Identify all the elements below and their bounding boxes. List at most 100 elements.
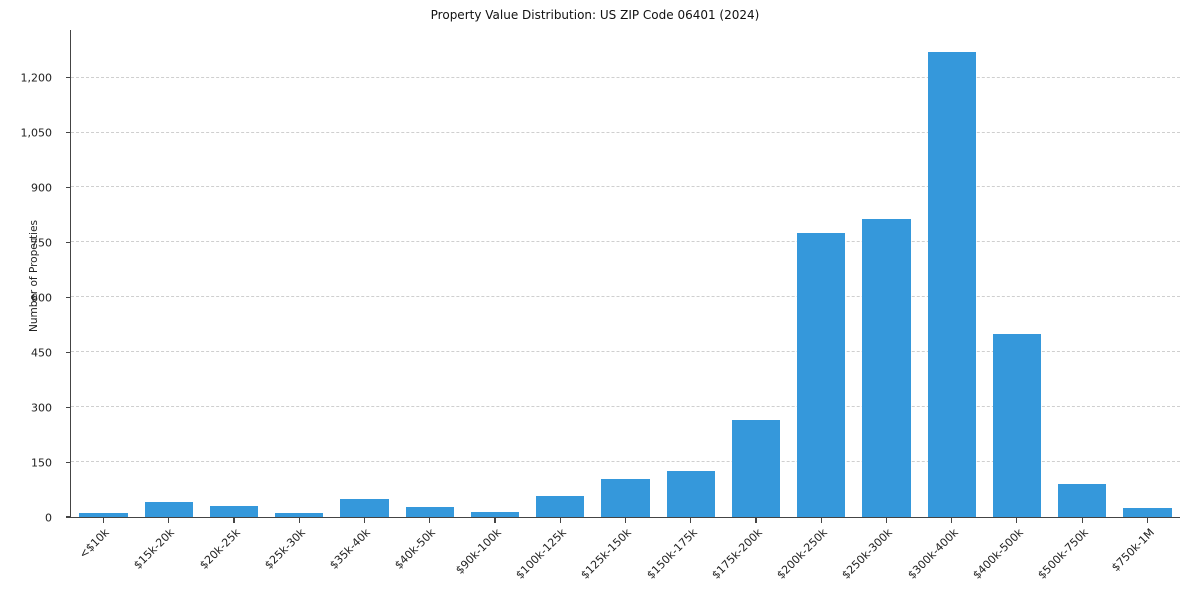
- bar: [601, 478, 650, 517]
- y-tick-mark: [66, 186, 71, 189]
- x-tick-label: $250k-300k: [839, 526, 896, 582]
- x-tick-mark: [233, 518, 235, 523]
- y-tick-mark: [66, 406, 71, 408]
- gridline: [71, 131, 1180, 133]
- bar: [666, 471, 715, 517]
- bar-slot: [462, 30, 527, 517]
- bar-slot: [332, 30, 397, 517]
- x-tick-mark: [690, 518, 692, 523]
- bar-slot: [71, 30, 136, 517]
- y-tick-label: 0: [45, 511, 52, 525]
- y-tick-mark: [66, 77, 71, 79]
- y-tick-label: 150: [31, 456, 52, 470]
- x-tick-mark: [429, 518, 431, 523]
- y-tick-mark: [66, 241, 71, 243]
- bar: [405, 506, 454, 517]
- bar-slot: [267, 30, 332, 517]
- bar-slot: [528, 30, 593, 517]
- bar-slot: [723, 30, 788, 517]
- y-tick-label: 300: [31, 401, 52, 415]
- x-tick-mark: [168, 518, 170, 523]
- x-tick-label: $100k-125k: [513, 526, 569, 582]
- gridline: [71, 296, 1180, 298]
- gridline: [71, 76, 1180, 78]
- y-tick-label: 1,200: [20, 71, 53, 85]
- bar: [731, 419, 781, 517]
- x-tick-mark: [363, 518, 366, 523]
- y-tick-label: 450: [31, 346, 52, 360]
- bar-slot: [397, 30, 462, 517]
- x-tick-label: $150k-175k: [643, 526, 700, 582]
- bar: [79, 513, 128, 517]
- x-tick-mark: [755, 518, 757, 523]
- x-tick-mark: [494, 518, 496, 523]
- y-tick-mark: [66, 296, 71, 298]
- x-tick-mark: [885, 518, 888, 523]
- gridline: [71, 351, 1180, 353]
- x-tick-mark: [103, 518, 105, 523]
- bar: [797, 233, 846, 517]
- y-tick-label: 900: [31, 181, 52, 195]
- x-tick-label: <$10k: [76, 526, 112, 562]
- chart-title: Property Value Distribution: US ZIP Code…: [430, 8, 760, 22]
- x-tick-label: $90k-100k: [452, 526, 504, 577]
- x-tick-label: $750k-1M: [1108, 526, 1157, 574]
- x-tick-label: $300k-400k: [905, 526, 961, 582]
- bar-slot: [1050, 30, 1115, 517]
- bar-slot: [136, 30, 201, 517]
- bar: [209, 506, 259, 517]
- gridline: [71, 406, 1180, 408]
- x-tick-label: $15k-20k: [131, 526, 178, 572]
- x-tick-mark: [298, 518, 300, 523]
- y-tick-label: 1,050: [20, 126, 53, 140]
- bar-slot: [658, 30, 723, 517]
- bar-slot: [201, 30, 266, 517]
- x-tick-label: $125k-150k: [578, 526, 635, 582]
- x-tick-mark: [1081, 518, 1083, 523]
- gridlines: [71, 30, 1180, 517]
- bar-slot: [984, 30, 1049, 517]
- bars-container: [71, 30, 1180, 517]
- bar-slot: [919, 30, 984, 517]
- y-tick-labels: 0 150 300 450 600 750 900 1,050 1,200: [0, 30, 62, 524]
- x-tick-label: $35k-40k: [327, 526, 374, 572]
- y-tick-mark: [66, 131, 71, 134]
- x-tick-label: $500k-750k: [1035, 526, 1092, 582]
- y-tick-mark: [66, 461, 71, 463]
- bar: [536, 496, 585, 517]
- x-tick-label: $175k-200k: [709, 526, 765, 582]
- y-tick-mark: [66, 516, 71, 518]
- bar-slot: [1115, 30, 1180, 517]
- bar: [144, 502, 193, 517]
- bar: [992, 333, 1042, 517]
- y-tick-label: 600: [31, 291, 52, 305]
- x-tick-mark: [1146, 518, 1148, 523]
- x-tick-label: $40k-50k: [392, 526, 439, 572]
- gridline: [71, 186, 1180, 188]
- bar-slot: [593, 30, 658, 517]
- x-tick-mark: [820, 518, 822, 523]
- bar: [340, 499, 389, 517]
- y-tick-mark: [66, 351, 71, 353]
- x-tick-mark: [951, 518, 953, 523]
- x-tick-mark: [1016, 518, 1018, 523]
- plot-area: [66, 30, 1180, 523]
- bar: [862, 218, 911, 517]
- gridline: [71, 241, 1180, 243]
- x-tick-labels: <$10k $15k-20k $20k-25k $25k-30k $35k-40k $40…: [70, 518, 1180, 590]
- x-tick-mark: [559, 518, 561, 523]
- gridline: [71, 461, 1180, 463]
- bar-slot: [854, 30, 919, 517]
- x-tick-mark: [624, 518, 627, 523]
- x-tick-label: $25k-30k: [261, 526, 308, 572]
- bar: [1058, 484, 1107, 517]
- x-tick-label: $400k-500k: [970, 526, 1026, 582]
- y-tick-label: 750: [31, 236, 52, 250]
- bar: [470, 511, 520, 517]
- bar: [275, 512, 324, 517]
- x-tick-label: $200k-250k: [774, 526, 831, 582]
- bar-slot: [789, 30, 854, 517]
- bar: [1123, 507, 1172, 517]
- x-tick-label: $20k-25k: [196, 526, 243, 572]
